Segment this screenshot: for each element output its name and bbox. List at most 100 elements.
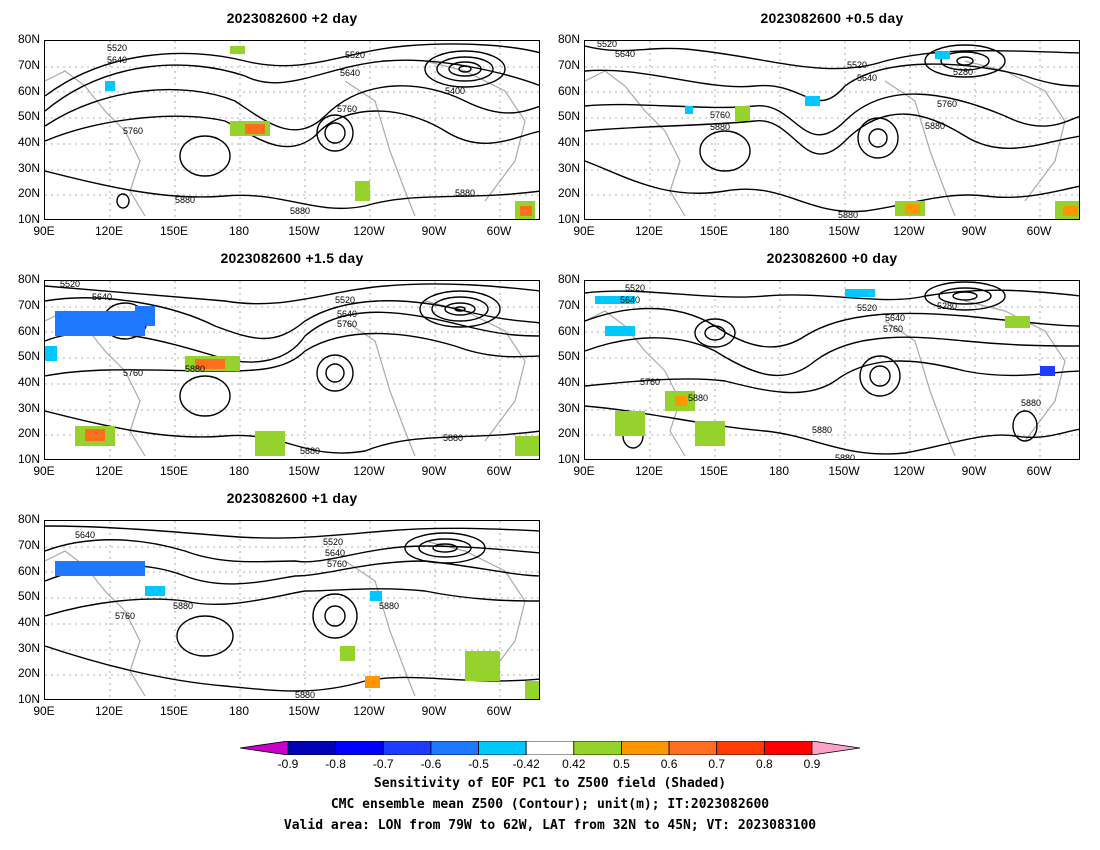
map-plot: 5520 5640 5520 5280 5640 5760 5760 5880 … bbox=[585, 281, 1079, 460]
lat-label: 10N bbox=[17, 212, 40, 226]
lon-label: 90E bbox=[573, 464, 595, 478]
lon-label: 90E bbox=[33, 224, 55, 238]
map-plot: 5520 5640 5520 5640 5760 5400 5760 5880 … bbox=[45, 41, 539, 219]
lon-label: 120E bbox=[634, 464, 664, 478]
map-frame: 5520 5640 5520 5640 5280 5760 5760 5880 … bbox=[584, 40, 1080, 220]
contour-label: 5880 bbox=[925, 121, 945, 131]
contour-label: 5520 bbox=[625, 283, 645, 293]
lat-label: 10N bbox=[17, 692, 40, 706]
colorbar-tick-label: 0.9 bbox=[803, 757, 821, 771]
panel-title: 2023082600 +1.5 day bbox=[220, 250, 364, 266]
lat-label: 60N bbox=[17, 84, 40, 98]
panel-plus0-5day: 2023082600 +0.5 day bbox=[558, 10, 1080, 238]
lat-label: 20N bbox=[557, 426, 580, 440]
lat-label: 70N bbox=[557, 298, 580, 312]
contour-label: 5520 bbox=[857, 303, 877, 313]
contour-label: 5760 bbox=[115, 611, 135, 621]
colorbar-tick-label: 0.42 bbox=[562, 757, 586, 771]
contour-label: 5640 bbox=[340, 68, 360, 78]
map-frame: 5520 5640 5520 5280 5640 5760 5760 5880 … bbox=[584, 280, 1080, 460]
lon-label: 120W bbox=[893, 224, 925, 238]
colorbar-box bbox=[763, 741, 813, 755]
panel-plus1-5day: 2023082600 +1.5 day bbox=[18, 250, 540, 478]
contour-label: 5520 bbox=[847, 60, 867, 70]
contour-label: 5880 bbox=[838, 210, 858, 220]
contour-label: 5760 bbox=[327, 559, 347, 569]
map-plot: 5520 5640 5520 5640 5280 5760 5760 5880 … bbox=[585, 41, 1079, 220]
contour-label: 5760 bbox=[337, 319, 357, 329]
contour-label: 5640 bbox=[615, 49, 635, 59]
lat-label: 70N bbox=[17, 538, 40, 552]
contour-label: 5640 bbox=[92, 292, 112, 302]
map-plot: 5640 5520 5640 5760 5760 5880 5880 5880 bbox=[45, 521, 539, 700]
contour-label: 5880 bbox=[290, 206, 310, 216]
lon-label: 120E bbox=[94, 224, 124, 238]
panel-title: 2023082600 +0.5 day bbox=[760, 10, 904, 26]
lat-label: 20N bbox=[17, 186, 40, 200]
colorbar-tick-label: -0.6 bbox=[420, 757, 442, 771]
contour-label: 5640 bbox=[75, 530, 95, 540]
panel-plus2day: 2023082600 +2 day bbox=[18, 10, 540, 238]
lon-label: 150E bbox=[159, 704, 189, 718]
contour-label: 5880 bbox=[455, 188, 475, 198]
map-frame: 5520 5640 5520 5640 5760 5760 5880 5880 … bbox=[44, 280, 540, 460]
lon-label: 90E bbox=[33, 464, 55, 478]
colorbar-box bbox=[573, 741, 622, 755]
colorbar-tick-label: -0.42 bbox=[512, 757, 540, 771]
lon-label: 150E bbox=[159, 224, 189, 238]
lat-label: 80N bbox=[17, 512, 40, 526]
lat-label: 70N bbox=[557, 58, 580, 72]
lon-label: 120E bbox=[634, 224, 664, 238]
lon-label: 180 bbox=[768, 464, 790, 478]
lat-label: 60N bbox=[557, 324, 580, 338]
contour-label: 5880 bbox=[175, 195, 195, 205]
contour-label: 5760 bbox=[123, 126, 143, 136]
lat-label: 50N bbox=[557, 109, 580, 123]
lon-label: 120W bbox=[353, 704, 385, 718]
contour-label: 5640 bbox=[857, 73, 877, 83]
colorbar-box bbox=[668, 741, 718, 755]
colorbar-tick-label: -0.9 bbox=[277, 757, 299, 771]
colorbar-tick-label: -0.5 bbox=[468, 757, 489, 771]
lat-label: 70N bbox=[17, 58, 40, 72]
lon-label: 180 bbox=[768, 224, 790, 238]
contour-label: 5520 bbox=[335, 295, 355, 305]
contour-label: 5640 bbox=[337, 309, 357, 319]
colorbar-upper-extension bbox=[811, 741, 860, 755]
contour-label: 5880 bbox=[295, 690, 315, 700]
map-frame: 5640 5520 5640 5760 5760 5880 5880 5880 bbox=[44, 520, 540, 700]
lon-label: 150W bbox=[288, 704, 320, 718]
lat-label: 60N bbox=[557, 84, 580, 98]
panel-title: 2023082600 +1 day bbox=[226, 490, 358, 506]
lon-label: 150E bbox=[699, 464, 729, 478]
lon-label: 90W bbox=[961, 464, 987, 478]
lon-label: 90W bbox=[421, 224, 447, 238]
contour-label: 5640 bbox=[325, 548, 345, 558]
contour-label: 5880 bbox=[812, 425, 832, 435]
lon-label: 90W bbox=[421, 464, 447, 478]
colorbar-box bbox=[621, 741, 670, 755]
contour-label: 5640 bbox=[620, 295, 640, 305]
contour-label: 5880 bbox=[1021, 398, 1041, 408]
contour-label: 5880 bbox=[688, 393, 708, 403]
lat-label: 30N bbox=[557, 401, 580, 415]
lon-label: 180 bbox=[228, 464, 250, 478]
lat-label: 10N bbox=[557, 212, 580, 226]
lon-label: 90W bbox=[421, 704, 447, 718]
lat-label: 20N bbox=[17, 426, 40, 440]
contour-label: 5760 bbox=[123, 368, 143, 378]
contour-label: 5880 bbox=[443, 433, 463, 443]
lat-label: 60N bbox=[17, 564, 40, 578]
lat-label: 80N bbox=[557, 272, 580, 286]
contour-label: 5760 bbox=[710, 110, 730, 120]
lat-label: 20N bbox=[17, 666, 40, 680]
colorbar-tick-label: -0.7 bbox=[372, 757, 394, 771]
colorbar-tick-label: -0.8 bbox=[325, 757, 346, 771]
colorbar-box bbox=[382, 741, 432, 755]
contour-label: 5880 bbox=[835, 453, 855, 460]
lat-label: 80N bbox=[17, 272, 40, 286]
contour-label: 5880 bbox=[300, 446, 320, 456]
lat-label: 80N bbox=[557, 32, 580, 46]
lat-label: 30N bbox=[17, 641, 40, 655]
lat-label: 40N bbox=[17, 615, 40, 629]
